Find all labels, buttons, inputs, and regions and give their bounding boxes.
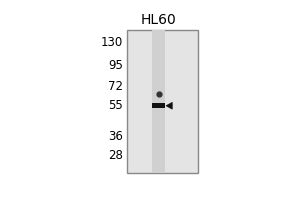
Bar — [152, 103, 165, 108]
Text: 55: 55 — [108, 99, 123, 112]
Text: 36: 36 — [108, 130, 123, 143]
Text: 95: 95 — [108, 59, 123, 72]
Text: 72: 72 — [108, 80, 123, 93]
Text: 28: 28 — [108, 149, 123, 162]
Bar — [152, 30, 165, 173]
Polygon shape — [166, 102, 172, 109]
Bar — [127, 30, 198, 173]
Text: 130: 130 — [101, 36, 123, 49]
Text: HL60: HL60 — [141, 13, 177, 27]
